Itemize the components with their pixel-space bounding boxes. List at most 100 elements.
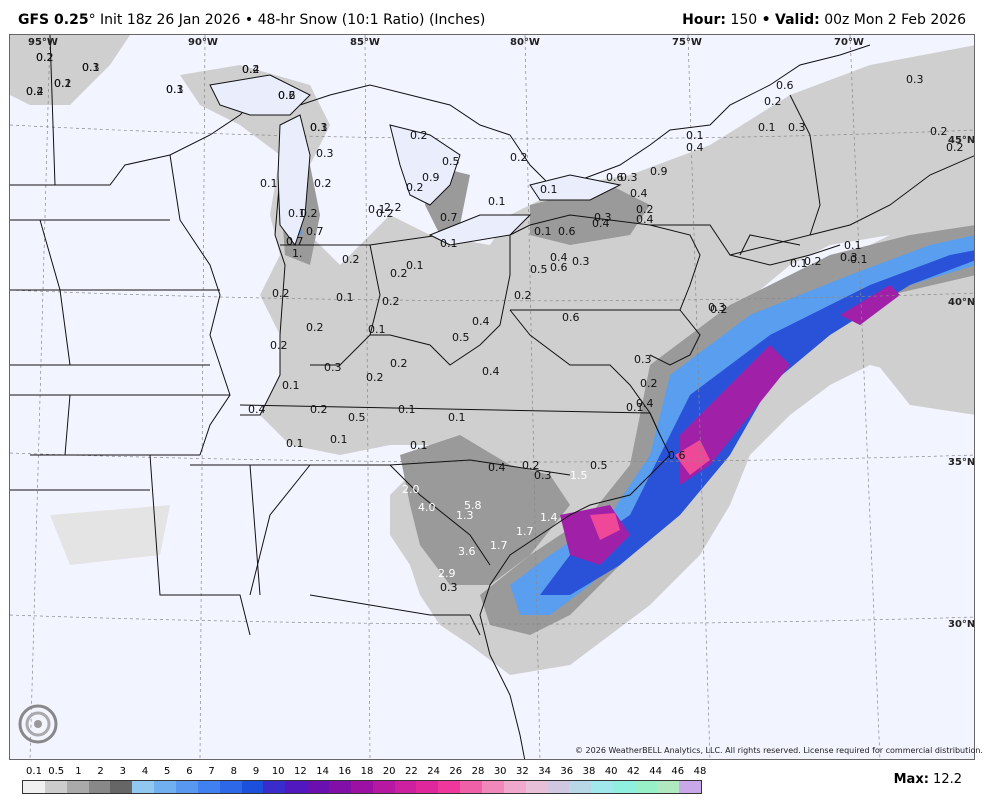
lon-label-80w: 80°W: [510, 37, 540, 48]
snow-value-label: 0.7: [440, 211, 458, 224]
snow-value-label: 0.6: [606, 171, 624, 184]
legend-tick-label: 28: [471, 766, 485, 777]
snow-value-label: 0.4: [242, 63, 260, 76]
init-time: Init 18z 26 Jan 2026: [100, 12, 241, 28]
legend-swatch: [656, 781, 679, 793]
snow-value-label: 0.3: [840, 251, 858, 264]
snow-value-label: 2.2: [384, 201, 402, 214]
legend-swatch: [285, 781, 308, 793]
coastline-nova-scotia: [809, 155, 974, 236]
snow-value-label: 0.2: [242, 63, 260, 76]
legend-tick-label: 22: [405, 766, 418, 777]
snow-purple-nc: [680, 345, 790, 485]
snow-value-label: 0.5: [348, 411, 366, 424]
snow-value-label: 0.7: [306, 225, 324, 238]
legend-tick-label: 4: [141, 766, 149, 777]
legend-tick-label: 44: [649, 766, 662, 777]
legend-swatch: [23, 781, 45, 793]
legend-tick-label: 2: [97, 766, 104, 777]
axis-labels: 95°W 90°W 85°W 80°W 75°W 70°W 45°N 40°N …: [28, 37, 975, 630]
lon-label-85w: 85°W: [350, 37, 380, 48]
coastline-mid-atlantic: [649, 244, 841, 366]
snow-value-label: 0.4: [592, 217, 610, 230]
logo-swirl-icon: [18, 704, 58, 744]
snow-value-label: 1.7: [516, 525, 534, 538]
max-value-readout: Max: 12.2: [894, 772, 962, 787]
snow-value-label: 0.2: [36, 51, 54, 64]
legend-swatch: [678, 781, 701, 793]
snow-value-label: 0.3: [572, 255, 590, 268]
product-name: 48-hr Snow (10:1 Ratio) (Inches): [257, 12, 486, 28]
snow-value-label: 0.1: [758, 121, 776, 134]
snow-purple-offshore: [840, 285, 900, 325]
legend-tick-label: 12: [294, 766, 307, 777]
snow-value-label: 0.2: [272, 287, 290, 300]
snow-value-label: 0.6: [550, 261, 568, 274]
snow-value-label: 0.1: [330, 433, 348, 446]
border-illinois-indiana: [240, 174, 286, 416]
snow-value-label: 0.2: [278, 89, 296, 102]
snow-value-label: 0.1: [844, 239, 862, 252]
parallel-45n: [10, 124, 974, 140]
legend-swatch: [176, 781, 198, 793]
parallel-30n: [10, 614, 974, 625]
legend-swatch: [88, 781, 111, 793]
snow-value-label: 0.2: [640, 377, 658, 390]
snow-value-label: 0.4: [686, 141, 704, 154]
lon-label-70w: 70°W: [834, 37, 864, 48]
snow-value-label: 0.1: [82, 61, 100, 74]
lon-label-90w: 90°W: [188, 37, 218, 48]
snow-value-label: 0.9: [422, 171, 440, 184]
snow-area-south-west: [50, 505, 170, 565]
snow-value-label: 0.3: [788, 121, 806, 134]
snow-value-label: 0.4: [636, 213, 654, 226]
legend-tick-label: 6: [186, 766, 193, 777]
legend-tick-label: 0.5: [48, 766, 65, 777]
snow-value-label: 0.2: [36, 51, 54, 64]
snow-value-label: 0.4: [630, 187, 648, 200]
snow-value-label: 0.2: [54, 77, 72, 90]
legend-tick-label: 3: [119, 766, 126, 777]
border-new-england: [650, 94, 821, 256]
legend-tick-label: 8: [230, 766, 237, 777]
snow-value-label: 0.3: [440, 581, 458, 594]
separator-1: •: [244, 12, 254, 28]
snow-value-label: 2.9: [438, 567, 456, 580]
meridian-85w: [364, 35, 371, 759]
model-name: GFS 0.25: [18, 12, 89, 28]
lake-erie: [428, 214, 532, 246]
snow-value-label: 0.3: [708, 301, 726, 314]
lat-label-40n: 40°N: [948, 297, 975, 308]
lat-label-30n: 30°N: [948, 619, 975, 630]
snow-dark-band: [540, 250, 974, 595]
lat-label-45n: 45°N: [948, 135, 975, 146]
snow-value-label: 0.1: [850, 253, 868, 266]
border-indiana: [280, 244, 381, 366]
snow-value-label: 1.7: [490, 539, 508, 552]
snow-value-label: 0.2: [390, 357, 408, 370]
legend-swatch: [482, 781, 504, 793]
snow-area-great-lakes: [180, 45, 974, 485]
valid-label: Valid:: [775, 12, 820, 28]
snow-value-label: 0.1: [626, 401, 644, 414]
snow-value-label: 0.1: [310, 121, 328, 134]
copyright-notice: © 2026 WeatherBELL Analytics, LLC. All r…: [575, 746, 983, 755]
legend-swatch: [547, 781, 570, 793]
legend-tick-label: 30: [493, 766, 507, 777]
border-canada: [10, 44, 871, 186]
snow-value-label: 0.2: [522, 459, 540, 472]
snow-value-label: 0.1: [406, 259, 424, 272]
snow-value-label: 0.3: [324, 361, 342, 374]
legend-tick-label: 7: [208, 766, 215, 777]
snow-value-label: 3.6: [458, 545, 476, 558]
legend-tick-label: 14: [316, 766, 329, 777]
snow-value-label: 0.1: [260, 177, 278, 190]
snow-value-label: 0.1: [686, 129, 704, 142]
snow-mid-carolinas: [400, 435, 570, 585]
legend-color-bar: [22, 780, 702, 794]
legend-swatch: [219, 781, 242, 793]
header-bar: GFS 0.25° Init 18z 26 Jan 2026 • 48-hr S…: [0, 0, 984, 34]
legend-swatch: [154, 781, 177, 793]
snow-value-label: 0.4: [472, 315, 490, 328]
max-label: Max:: [893, 772, 929, 787]
